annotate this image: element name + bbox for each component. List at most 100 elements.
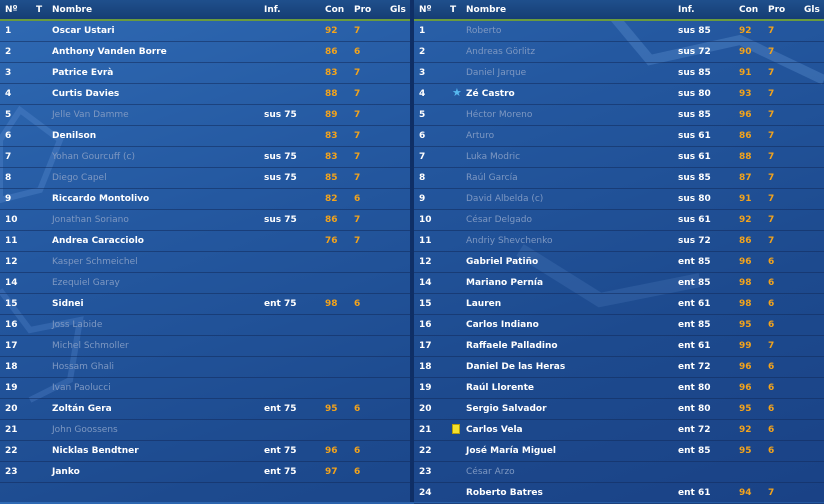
- header-t[interactable]: T: [450, 5, 457, 15]
- player-row[interactable]: 10 César Delgado sus 61 92 7: [414, 209, 824, 231]
- header-name[interactable]: Nombre: [52, 5, 93, 15]
- player-name[interactable]: Roberto: [466, 26, 502, 36]
- player-row[interactable]: 1 Oscar Ustari 92 7: [0, 20, 410, 42]
- player-row[interactable]: 4 ★ Zé Castro sus 80 93 7: [414, 83, 824, 105]
- header-t[interactable]: T: [36, 5, 43, 15]
- player-name[interactable]: Yohan Gourcuff (c): [52, 152, 135, 162]
- player-name[interactable]: Lauren: [466, 299, 502, 309]
- player-row[interactable]: 1 Roberto sus 85 92 7: [414, 20, 824, 42]
- header-inf[interactable]: Inf.: [264, 5, 281, 15]
- player-name[interactable]: Sergio Salvador: [466, 404, 547, 414]
- player-name[interactable]: Héctor Moreno: [466, 110, 533, 120]
- header-gls[interactable]: Gls: [804, 5, 820, 15]
- player-name[interactable]: Jonathan Soriano: [52, 215, 129, 225]
- player-name[interactable]: Daniel De las Heras: [466, 362, 566, 372]
- header-con[interactable]: Con: [325, 5, 345, 15]
- player-row[interactable]: 23 Janko ent 75 97 6: [0, 461, 410, 483]
- player-row[interactable]: 3 Daniel Jarque sus 85 91 7: [414, 62, 824, 84]
- header-pro[interactable]: Pro: [768, 5, 786, 15]
- header-gls[interactable]: Gls: [390, 5, 406, 15]
- player-row[interactable]: 23 César Arzo: [414, 461, 824, 483]
- player-name[interactable]: José María Miguel: [466, 446, 556, 456]
- player-name[interactable]: Raúl Llorente: [466, 383, 534, 393]
- player-name[interactable]: Carlos Indiano: [466, 320, 539, 330]
- player-row[interactable]: 9 Riccardo Montolivo 82 6: [0, 188, 410, 210]
- player-name[interactable]: César Arzo: [466, 467, 515, 477]
- player-name[interactable]: Sidnei: [52, 299, 84, 309]
- player-row[interactable]: 24 Roberto Batres ent 61 94 7: [414, 482, 824, 504]
- player-name[interactable]: Carlos Vela: [466, 425, 523, 435]
- player-name[interactable]: John Goossens: [52, 425, 118, 435]
- player-row[interactable]: 2 Anthony Vanden Borre 86 6: [0, 41, 410, 63]
- player-row[interactable]: 12 Gabriel Patiño ent 85 96 6: [414, 251, 824, 273]
- player-row[interactable]: 9 David Albelda (c) sus 80 91 7: [414, 188, 824, 210]
- player-row[interactable]: 4 Curtis Davies 88 7: [0, 83, 410, 105]
- player-row[interactable]: 7 Yohan Gourcuff (c) sus 75 83 7: [0, 146, 410, 168]
- player-row[interactable]: 3 Patrice Evrà 83 7: [0, 62, 410, 84]
- player-name[interactable]: Gabriel Patiño: [466, 257, 539, 267]
- player-name[interactable]: Daniel Jarque: [466, 68, 527, 78]
- player-name[interactable]: Hossam Ghali: [52, 362, 114, 372]
- player-row[interactable]: 21 John Goossens: [0, 419, 410, 441]
- player-row[interactable]: 19 Ivan Paolucci: [0, 377, 410, 399]
- player-name[interactable]: Andrea Caracciolo: [52, 236, 144, 246]
- player-name[interactable]: Joss Labide: [52, 320, 103, 330]
- player-row[interactable]: 6 Denilson 83 7: [0, 125, 410, 147]
- player-row[interactable]: 20 Sergio Salvador ent 80 95 6: [414, 398, 824, 420]
- header-number[interactable]: Nº: [5, 5, 18, 15]
- player-name[interactable]: Oscar Ustari: [52, 26, 115, 36]
- player-row[interactable]: 17 Raffaele Palladino ent 61 99 7: [414, 335, 824, 357]
- header-name[interactable]: Nombre: [466, 5, 507, 15]
- player-name[interactable]: Jelle Van Damme: [52, 110, 129, 120]
- player-row[interactable]: 8 Diego Capel sus 75 85 7: [0, 167, 410, 189]
- player-row[interactable]: 17 Michel Schmoller: [0, 335, 410, 357]
- player-name[interactable]: Nicklas Bendtner: [52, 446, 139, 456]
- header-con[interactable]: Con: [739, 5, 759, 15]
- player-row[interactable]: 18 Daniel De las Heras ent 72 96 6: [414, 356, 824, 378]
- player-row[interactable]: 10 Jonathan Soriano sus 75 86 7: [0, 209, 410, 231]
- player-name[interactable]: Raúl García: [466, 173, 518, 183]
- player-name[interactable]: Kasper Schmeichel: [52, 257, 138, 267]
- player-name[interactable]: Denilson: [52, 131, 97, 141]
- player-row[interactable]: 11 Andrea Caracciolo 76 7: [0, 230, 410, 252]
- player-row[interactable]: 20 Zoltán Gera ent 75 95 6: [0, 398, 410, 420]
- player-row[interactable]: 11 Andriy Shevchenko sus 72 86 7: [414, 230, 824, 252]
- player-name[interactable]: Roberto Batres: [466, 488, 543, 498]
- player-row[interactable]: 6 Arturo sus 61 86 7: [414, 125, 824, 147]
- player-name[interactable]: Andreas Görlitz: [466, 47, 536, 57]
- player-name[interactable]: Luka Modric: [466, 152, 521, 162]
- player-row[interactable]: 16 Carlos Indiano ent 85 95 6: [414, 314, 824, 336]
- player-row[interactable]: 5 Jelle Van Damme sus 75 89 7: [0, 104, 410, 126]
- player-name[interactable]: David Albelda (c): [466, 194, 544, 204]
- player-name[interactable]: Anthony Vanden Borre: [52, 47, 167, 57]
- player-row[interactable]: 22 José María Miguel ent 85 95 6: [414, 440, 824, 462]
- header-number[interactable]: Nº: [419, 5, 432, 15]
- player-row[interactable]: 18 Hossam Ghali: [0, 356, 410, 378]
- player-name[interactable]: Ezequiel Garay: [52, 278, 120, 288]
- header-inf[interactable]: Inf.: [678, 5, 695, 15]
- player-row[interactable]: 8 Raúl García sus 85 87 7: [414, 167, 824, 189]
- player-row[interactable]: 14 Mariano Pernía ent 85 98 6: [414, 272, 824, 294]
- player-name[interactable]: Zé Castro: [466, 89, 515, 99]
- player-name[interactable]: Michel Schmoller: [52, 341, 129, 351]
- player-row[interactable]: 5 Héctor Moreno sus 85 96 7: [414, 104, 824, 126]
- player-row[interactable]: 15 Sidnei ent 75 98 6: [0, 293, 410, 315]
- player-name[interactable]: Riccardo Montolivo: [52, 194, 150, 204]
- player-row[interactable]: 22 Nicklas Bendtner ent 75 96 6: [0, 440, 410, 462]
- player-name[interactable]: Curtis Davies: [52, 89, 120, 99]
- player-name[interactable]: Ivan Paolucci: [52, 383, 111, 393]
- player-row[interactable]: 16 Joss Labide: [0, 314, 410, 336]
- player-name[interactable]: Janko: [52, 467, 80, 477]
- player-name[interactable]: Raffaele Palladino: [466, 341, 558, 351]
- player-row[interactable]: 14 Ezequiel Garay: [0, 272, 410, 294]
- player-row[interactable]: 19 Raúl Llorente ent 80 96 6: [414, 377, 824, 399]
- player-name[interactable]: Mariano Pernía: [466, 278, 544, 288]
- player-row[interactable]: 12 Kasper Schmeichel: [0, 251, 410, 273]
- header-pro[interactable]: Pro: [354, 5, 372, 15]
- player-row[interactable]: 21 Carlos Vela ent 72 92 6: [414, 419, 824, 441]
- player-name[interactable]: Diego Capel: [52, 173, 107, 183]
- player-name[interactable]: César Delgado: [466, 215, 533, 225]
- player-row[interactable]: 15 Lauren ent 61 98 6: [414, 293, 824, 315]
- player-name[interactable]: Arturo: [466, 131, 495, 141]
- player-name[interactable]: Andriy Shevchenko: [466, 236, 553, 246]
